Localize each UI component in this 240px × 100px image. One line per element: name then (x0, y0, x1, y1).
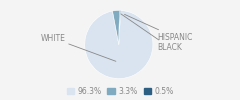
Text: HISPANIC: HISPANIC (125, 14, 192, 42)
Legend: 96.3%, 3.3%, 0.5%: 96.3%, 3.3%, 0.5% (63, 83, 177, 99)
Wedge shape (85, 10, 153, 79)
Text: BLACK: BLACK (121, 14, 182, 52)
Wedge shape (119, 10, 120, 44)
Text: WHITE: WHITE (41, 34, 116, 61)
Wedge shape (113, 10, 120, 44)
